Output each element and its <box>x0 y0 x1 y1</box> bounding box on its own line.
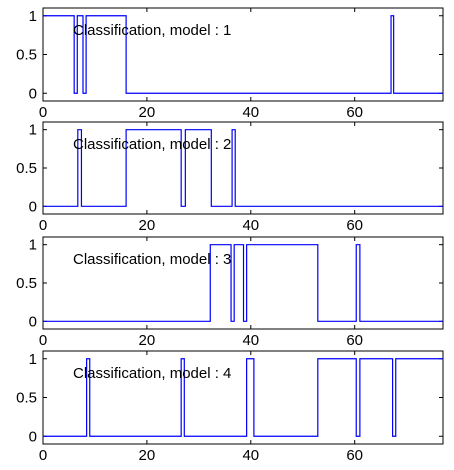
x-tick-label: 20 <box>139 104 156 121</box>
x-tick-label: 40 <box>242 332 259 349</box>
chart-title: Classification, model : 1 <box>73 22 231 39</box>
x-tick-label: 60 <box>346 447 363 464</box>
chart-title: Classification, model : 2 <box>73 136 231 153</box>
x-tick-label: 20 <box>139 217 156 234</box>
x-tick-label: 60 <box>346 332 363 349</box>
x-tick-label: 40 <box>242 104 259 121</box>
y-tick-label: 0.5 <box>16 47 37 64</box>
axes-frame <box>42 350 444 445</box>
axes-frame <box>42 7 444 102</box>
y-tick-label: 0.5 <box>16 160 37 177</box>
x-tick-label: 60 <box>346 217 363 234</box>
x-tick-label: 20 <box>139 447 156 464</box>
x-tick-label: 0 <box>39 104 47 121</box>
series-line <box>43 15 443 94</box>
y-tick-label: 1 <box>29 8 37 25</box>
y-tick-label: 0 <box>29 85 37 102</box>
chart-panel-2: 0 20 40 60 0 0.5 1 Classification, model : 2 <box>16 121 444 234</box>
chart-title: Classification, model : 3 <box>73 251 231 268</box>
x-tick-label: 60 <box>346 104 363 121</box>
series-line <box>43 129 443 207</box>
chart-panel-4: 0 20 40 60 0 0.5 1 Classification, model : 4 <box>16 350 444 464</box>
chart-title: Classification, model : 4 <box>73 365 231 382</box>
series-line <box>43 244 443 322</box>
y-tick-label: 1 <box>29 122 37 139</box>
x-tick-label: 40 <box>242 217 259 234</box>
y-tick-label: 1 <box>29 351 37 368</box>
chart-panel-3: 0 20 40 60 0 0.5 1 Classification, model : 3 <box>16 236 444 349</box>
y-tick-label: 0 <box>29 198 37 215</box>
y-tick-label: 0 <box>29 313 37 330</box>
chart-panel-1: 0 20 40 60 0 0.5 1 Classification, model : 1 <box>16 7 444 121</box>
series-line <box>43 358 443 437</box>
x-tick-label: 0 <box>39 447 47 464</box>
x-tick-label: 0 <box>39 332 47 349</box>
y-tick-label: 1 <box>29 237 37 254</box>
x-tick-label: 40 <box>242 447 259 464</box>
x-tick-label: 20 <box>139 332 156 349</box>
y-tick-label: 0.5 <box>16 390 37 407</box>
x-tick-label: 0 <box>39 217 47 234</box>
y-tick-label: 0 <box>29 428 37 445</box>
y-tick-label: 0.5 <box>16 275 37 292</box>
